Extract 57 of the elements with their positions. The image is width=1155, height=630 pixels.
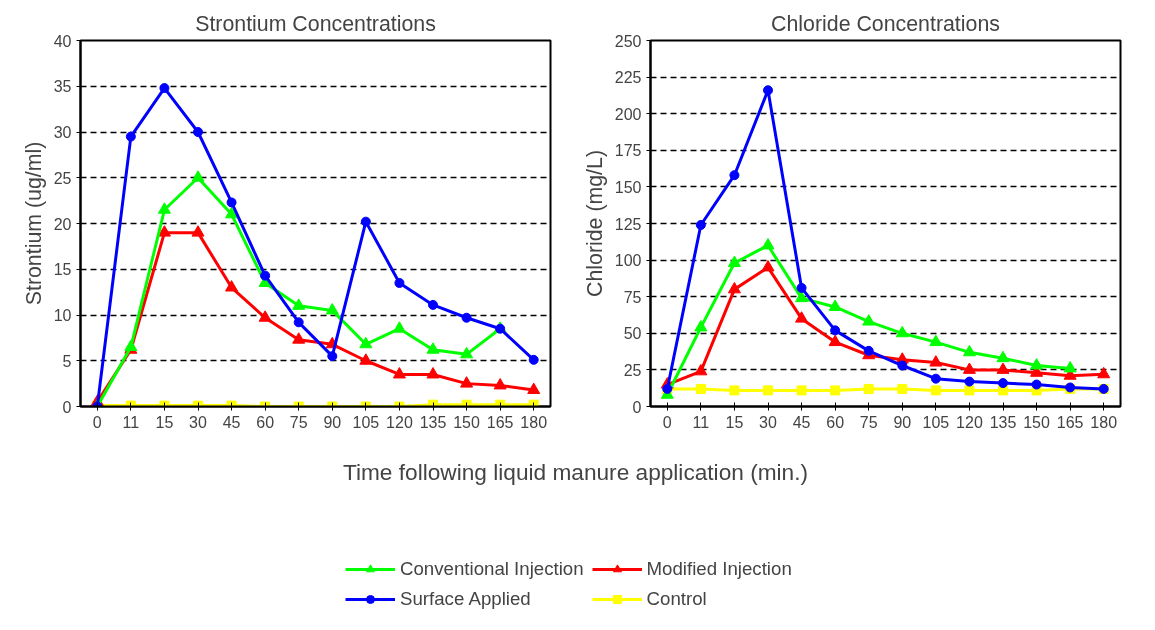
x-tick-label: 0 [662, 413, 672, 431]
x-tick-label: 15 [155, 413, 174, 431]
y-tick-label: 0 [62, 398, 72, 416]
y-axis-title: Strontium (ug/ml) [21, 141, 46, 306]
x-tick-label: 180 [1090, 413, 1118, 431]
x-tick-label: 60 [256, 413, 275, 431]
legend-label: Modified Injection [646, 558, 792, 580]
x-tick-label: 180 [520, 413, 548, 431]
legend-label: Control [646, 588, 707, 610]
chart-title: Chloride Concentrations [771, 11, 1000, 36]
y-tick-label: 125 [614, 215, 642, 233]
x-tick-label: 165 [486, 413, 514, 431]
y-tick-label: 0 [632, 398, 642, 416]
x-tick-label: 135 [989, 413, 1017, 431]
x-tick-label: 0 [92, 413, 102, 431]
y-tick-label: 100 [614, 252, 642, 270]
x-tick-label: 150 [1023, 413, 1051, 431]
x-tick-label: 105 [922, 413, 950, 431]
x-tick-label: 90 [893, 413, 912, 431]
x-tick-label: 11 [692, 413, 710, 431]
legend-label: Surface Applied [400, 588, 531, 610]
y-tick-label: 225 [614, 69, 642, 87]
x-tick-label: 90 [323, 413, 342, 431]
x-tick-label: 11 [122, 413, 140, 431]
x-tick-label: 135 [419, 413, 447, 431]
x-tick-label: 120 [956, 413, 983, 431]
x-tick-label: 75 [289, 413, 308, 431]
y-axis-title: Chloride (mg/L) [582, 150, 607, 297]
y-tick-label: 5 [62, 352, 72, 370]
x-tick-label: 30 [189, 413, 207, 431]
x-tick-label: 75 [859, 413, 878, 431]
x-tick-label: 45 [222, 413, 241, 431]
y-tick-label: 250 [614, 32, 642, 50]
y-tick-label: 40 [53, 32, 72, 50]
x-tick-label: 45 [792, 413, 811, 431]
x-tick-label: 105 [352, 413, 380, 431]
y-tick-label: 150 [614, 178, 642, 196]
y-tick-label: 30 [53, 124, 72, 141]
y-tick-label: 20 [53, 215, 72, 233]
x-tick-label: 120 [386, 413, 413, 431]
y-tick-label: 50 [623, 325, 642, 343]
y-tick-label: 35 [53, 78, 72, 96]
chart-title: Strontium Concentrations [195, 11, 436, 36]
y-tick-label: 10 [53, 307, 72, 324]
legend-label: Conventional Injection [400, 558, 584, 580]
x-tick-label: 60 [826, 413, 845, 431]
x-tick-label: 165 [1056, 413, 1084, 431]
x-axis-title: Time following liquid manure application (min.) [342, 458, 809, 485]
y-tick-label: 15 [53, 261, 72, 279]
y-tick-label: 75 [623, 288, 642, 306]
y-tick-label: 25 [623, 361, 642, 379]
x-tick-label: 150 [453, 413, 481, 431]
y-tick-label: 25 [53, 169, 72, 187]
x-tick-label: 15 [725, 413, 744, 431]
y-tick-label: 175 [614, 142, 642, 160]
y-tick-label: 200 [614, 105, 642, 123]
x-tick-label: 30 [759, 413, 777, 431]
